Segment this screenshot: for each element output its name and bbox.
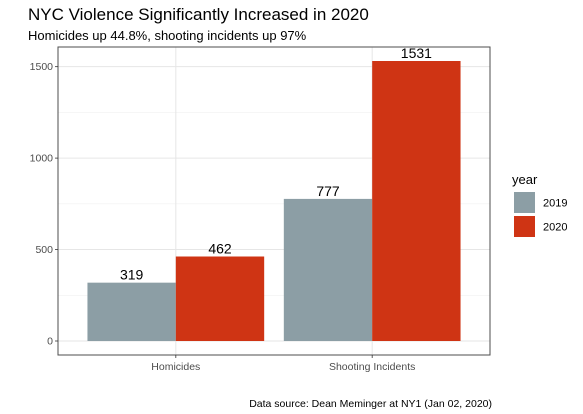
y-tick-label: 1000 bbox=[30, 153, 54, 165]
y-tick-label: 1500 bbox=[30, 61, 54, 73]
legend-title: year bbox=[512, 172, 538, 187]
chart-caption: Data source: Dean Meminger at NY1 (Jan 0… bbox=[249, 398, 492, 410]
y-tick-label: 0 bbox=[47, 336, 53, 348]
legend-key bbox=[514, 216, 535, 237]
bar bbox=[372, 61, 461, 341]
panel-border bbox=[57, 46, 491, 356]
legend-label: 2019 bbox=[543, 198, 567, 210]
data-label: 1531 bbox=[401, 45, 432, 61]
data-label-layer: 319 462 777 1531 bbox=[120, 45, 432, 283]
data-label: 319 bbox=[120, 267, 144, 283]
legend-key bbox=[514, 192, 535, 213]
data-label: 777 bbox=[316, 183, 340, 199]
chart-subtitle: Homicides up 44.8%, shooting incidents u… bbox=[28, 28, 307, 43]
y-tick-label: 500 bbox=[35, 244, 53, 256]
x-tick-label: Homicides bbox=[151, 361, 200, 373]
axis-layer: 0 500 1000 1500 Homicides Shooting Incidents bbox=[30, 61, 416, 373]
bar bbox=[283, 198, 373, 341]
data-label: 462 bbox=[208, 241, 232, 257]
bar bbox=[87, 282, 176, 341]
legend-label: 2020 bbox=[543, 222, 567, 234]
x-tick-label: Shooting Incidents bbox=[329, 361, 415, 373]
bar-layer bbox=[87, 61, 461, 341]
legend: year 2019 2020 bbox=[512, 172, 567, 237]
bar bbox=[175, 256, 265, 341]
chart-title: NYC Violence Significantly Increased in … bbox=[28, 5, 369, 24]
